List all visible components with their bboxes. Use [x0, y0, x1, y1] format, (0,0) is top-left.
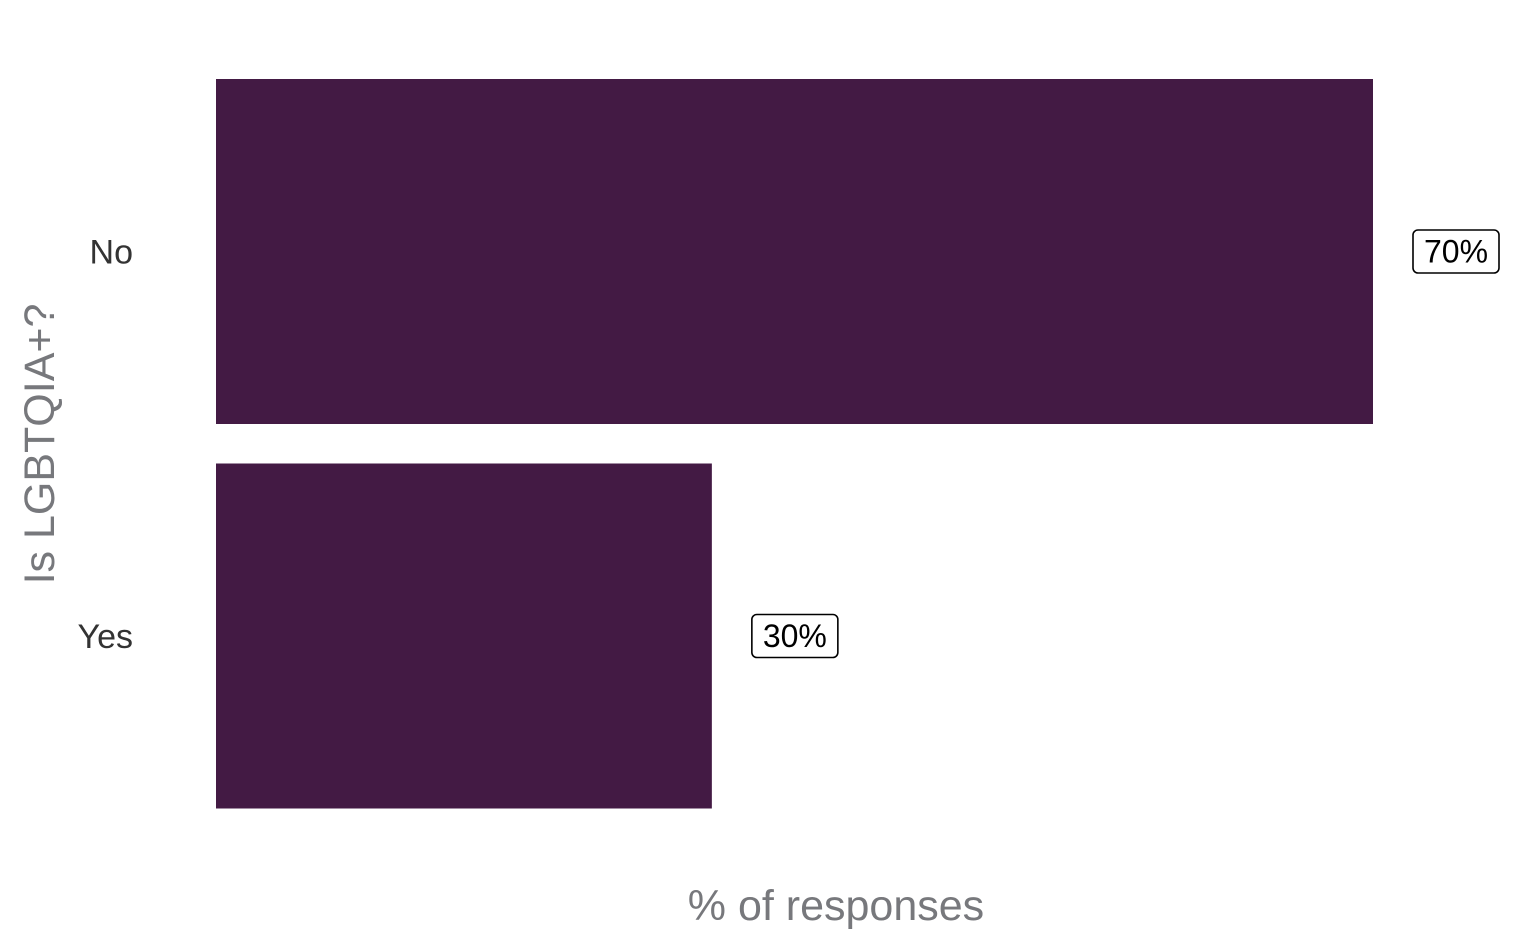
- category-labels-group: No Yes: [78, 234, 133, 657]
- category-label-yes: Yes: [78, 618, 133, 656]
- bar-yes: [216, 463, 712, 809]
- data-label-text: 30%: [763, 618, 827, 654]
- data-label-text: 70%: [1424, 234, 1488, 270]
- category-label-no: No: [90, 234, 133, 272]
- data-label-box: [1412, 229, 1500, 274]
- data-labels-group: 70% 30%: [751, 229, 1500, 659]
- y-axis-title: Is LGBTQIA+?: [16, 304, 64, 585]
- data-label-no: 70%: [1412, 229, 1500, 274]
- x-axis-title: % of responses: [688, 882, 984, 930]
- data-label-box: [751, 613, 839, 659]
- bars-group: [216, 79, 1373, 809]
- data-label-yes: 30%: [751, 613, 839, 659]
- bar-no: [216, 79, 1373, 424]
